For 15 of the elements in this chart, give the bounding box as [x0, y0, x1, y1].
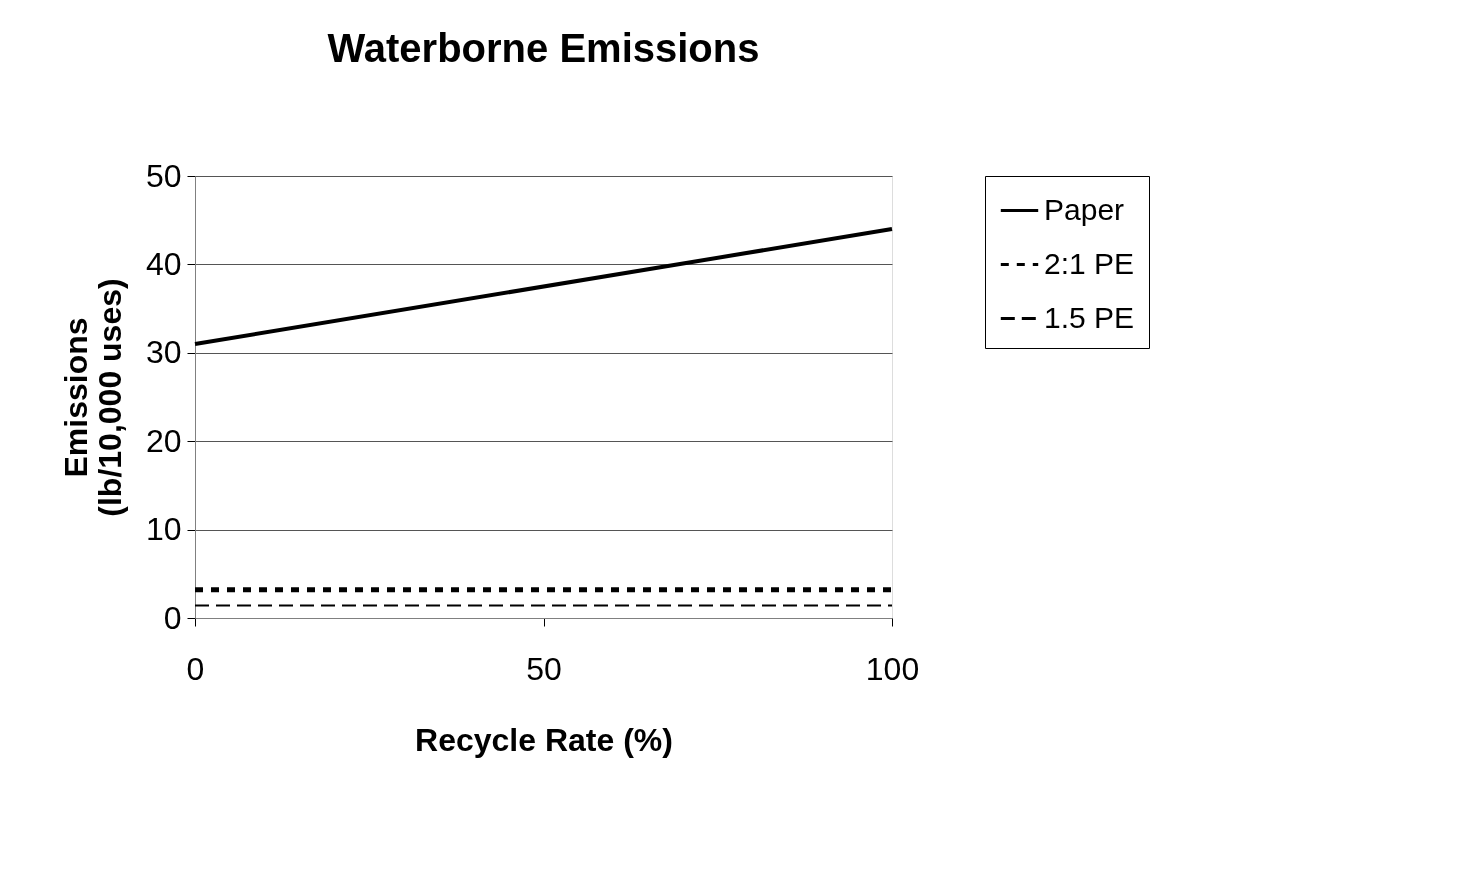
y-tick-label: 20: [145, 422, 182, 459]
x-tick-label: 100: [865, 650, 920, 687]
legend-label: 1.5 PE: [1044, 300, 1135, 334]
y-tick-label: 50: [145, 157, 182, 194]
x-tick-label: 0: [186, 650, 205, 687]
y-tick-label: 0: [163, 599, 182, 636]
legend-label: 2:1 PE: [1044, 246, 1135, 280]
x-tick-label: 50: [526, 650, 562, 687]
y-tick-label: 40: [145, 245, 182, 282]
chart-title: Waterborne Emissions: [327, 26, 760, 70]
legend-label: Paper: [1044, 192, 1125, 226]
y-tick-label: 30: [145, 334, 182, 371]
x-axis-title: Recycle Rate (%): [415, 721, 673, 758]
y-tick-label: 10: [145, 511, 182, 548]
y-axis-title: Emissions (lb/10,000 uses): [57, 278, 128, 517]
